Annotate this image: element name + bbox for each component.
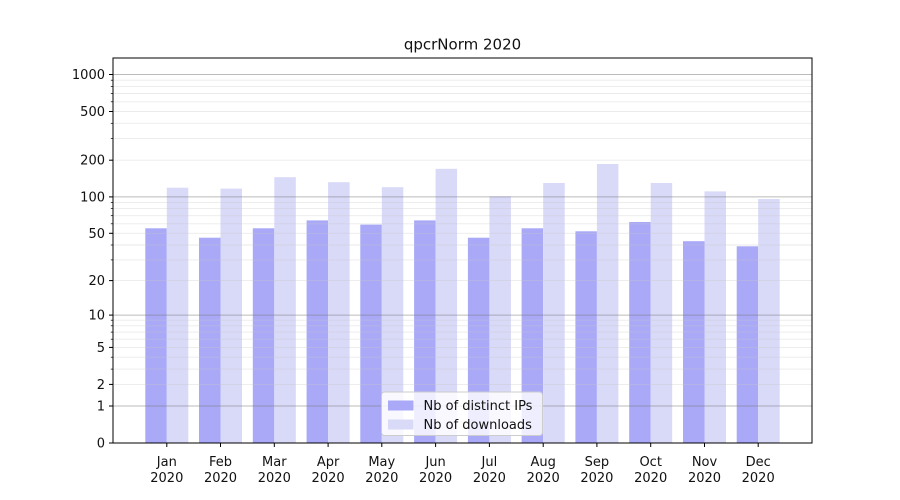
bar-distinct-ips-dec: [736, 246, 759, 443]
x-tick-label-year: 2020: [580, 471, 613, 486]
y-tick-label: 1000: [72, 68, 105, 83]
x-tick-label-month: Nov: [692, 455, 718, 470]
legend-label: Nb of downloads: [424, 418, 533, 433]
bar-distinct-ips-may: [360, 224, 382, 443]
bar-distinct-ips-sep: [575, 231, 597, 443]
x-axis: Jan2020Feb2020Mar2020Apr2020May2020Jun20…: [150, 443, 775, 486]
x-tick-label-year: 2020: [473, 471, 506, 486]
x-tick-label-year: 2020: [258, 471, 291, 486]
x-tick-label-year: 2020: [204, 471, 237, 486]
x-tick-label-month: Feb: [209, 455, 232, 470]
legend-swatch-distinct-ips: [388, 400, 414, 411]
x-tick-label-month: Sep: [585, 455, 610, 470]
bar-downloads-apr: [328, 182, 350, 443]
y-tick-label: 0: [97, 437, 105, 452]
bar-distinct-ips-oct: [629, 222, 651, 443]
x-tick-label-year: 2020: [365, 471, 398, 486]
bar-downloads-mar: [274, 177, 296, 443]
bar-distinct-ips-mar: [252, 228, 275, 443]
bar-downloads-aug: [543, 183, 565, 443]
bar-distinct-ips-aug: [521, 228, 544, 443]
x-tick-label-year: 2020: [742, 471, 775, 486]
x-tick-label-year: 2020: [419, 471, 452, 486]
legend: Nb of distinct IPs Nb of downloads: [381, 391, 543, 436]
y-tick-label: 50: [88, 227, 105, 242]
legend-frame: [381, 391, 543, 436]
bar-distinct-ips-apr: [306, 220, 329, 443]
y-tick-label: 20: [88, 274, 105, 289]
x-tick-label-month: Jun: [424, 455, 445, 470]
chart-title: qpcrNorm 2020: [404, 36, 521, 54]
bar-distinct-ips-feb: [199, 237, 221, 443]
x-tick-label-month: Jan: [156, 455, 177, 470]
x-tick-label-year: 2020: [527, 471, 560, 486]
bar-downloads-dec: [758, 199, 780, 443]
bar-downloads-jun: [435, 168, 458, 444]
grid-layer: [113, 74, 812, 407]
legend-label: Nb of distinct IPs: [424, 399, 533, 414]
y-tick-label: 10: [88, 309, 105, 324]
x-tick-label-year: 2020: [312, 471, 345, 486]
legend-swatch-downloads: [388, 419, 414, 430]
x-tick-label-month: Mar: [262, 455, 287, 470]
bar-downloads-feb: [220, 188, 242, 443]
bar-distinct-ips-jan: [145, 228, 167, 443]
x-tick-label-year: 2020: [150, 471, 183, 486]
y-axis: 0 1 2 5 10 20 50 100 200 500 1000: [72, 68, 113, 452]
bar-distinct-ips-nov: [683, 241, 705, 443]
plot-frame: [112, 57, 813, 444]
x-tick-label-month: May: [368, 455, 395, 470]
bar-downloads-jul: [489, 196, 511, 443]
y-tick-label: 1: [97, 400, 105, 415]
bar-downloads-oct: [650, 183, 673, 443]
x-tick-label-month: Aug: [531, 455, 556, 470]
x-tick-label-month: Apr: [317, 455, 340, 470]
x-tick-label-year: 2020: [688, 471, 721, 486]
bar-downloads-nov: [704, 191, 726, 443]
y-tick-label: 100: [80, 190, 105, 205]
y-tick-label: 5: [97, 341, 105, 356]
x-tick-label-month: Oct: [639, 455, 661, 470]
y-tick-label: 2: [97, 378, 105, 393]
y-tick-label: 500: [80, 105, 105, 120]
x-tick-label-month: Jul: [481, 455, 498, 470]
y-tick-label: 200: [80, 154, 105, 169]
x-tick-label-year: 2020: [634, 471, 667, 486]
bar-downloads-sep: [596, 164, 619, 443]
x-tick-label-month: Dec: [746, 455, 771, 470]
bar-distinct-ips-jun: [414, 220, 436, 443]
